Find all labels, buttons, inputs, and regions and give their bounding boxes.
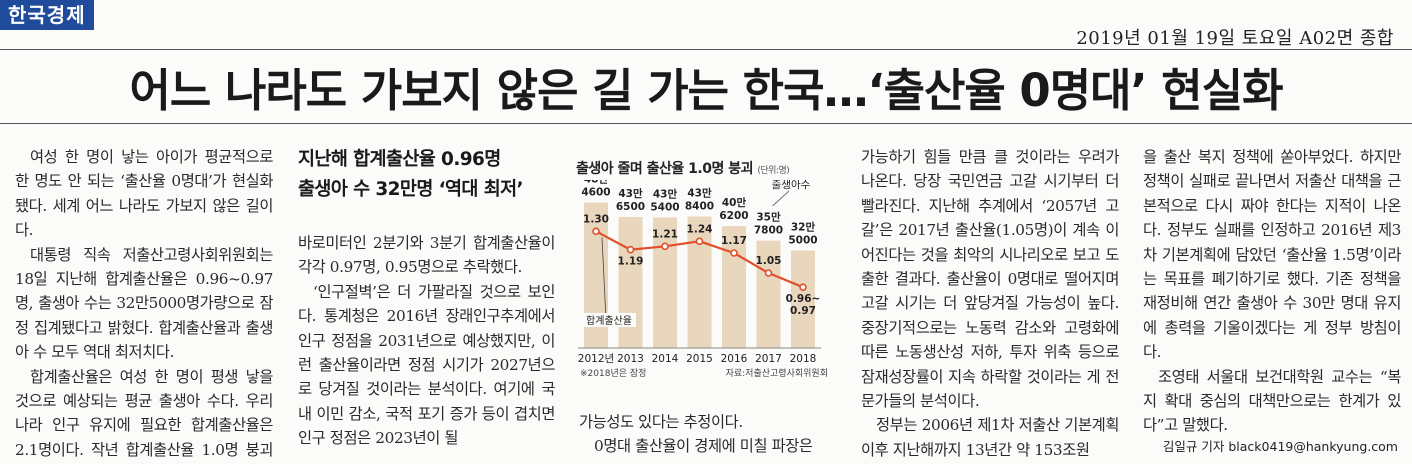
births-bar [653, 217, 677, 348]
fertility-rate-label: 1.24 [687, 223, 713, 235]
article-column-1: 여성 한 명이 낳는 아이가 평균적으로 한 명도 안 되는 ‘출산율 0명대’… [15, 145, 273, 460]
newspaper-masthead: 한국경제 [0, 0, 94, 30]
byline: 김일규 기자 black0419@hankyung.com [1162, 439, 1398, 454]
fertility-rate-point [799, 283, 807, 291]
top-rule [0, 49, 1412, 50]
x-tick-label: 2014 [652, 353, 679, 365]
legend-births: 출생아수 [772, 180, 811, 191]
chart-source: 자료:저출산고령사회위원회 [726, 367, 828, 379]
fertility-rate-label: 1.19 [618, 256, 644, 268]
subheadline: 출생아 수 32만명 ‘역대 최저’ [298, 179, 524, 200]
births-value-label: 7800 [754, 225, 783, 237]
article-column-3: 가능성도 있다는 추정이다. 0명대 출산율이 경제에 미칠 파장은 [579, 410, 837, 460]
births-value-label: 5000 [788, 235, 817, 247]
births-value-label: 43만 [687, 186, 712, 199]
article-column-2: 지난해 합계출산율 0.96명 출생아 수 32만명 ‘역대 최저’ 바로미터인… [298, 145, 555, 460]
births-bar [618, 217, 643, 348]
legend-fertility-rate: 합계출산율 [586, 315, 632, 327]
fertility-rate-label: 1.17 [721, 235, 747, 247]
births-value-label: 32만 [791, 221, 816, 234]
callout-line [772, 190, 790, 207]
paragraph: 조영태 서울대 보건대학원 교수는 “복지 확대 중심의 대책만으로는 한계가 … [1143, 367, 1401, 435]
legend-bg [584, 313, 636, 327]
births-value-label: 35만 [756, 211, 781, 224]
article-column-5: 을 출산 복지 정책에 쏟아부었다. 하지만 정책이 실패로 끝나면서 저출산 … [1143, 145, 1401, 437]
fertility-rate-point [764, 269, 773, 277]
x-tick-label: 2018 [790, 353, 817, 365]
paragraph: 가능성도 있다는 추정이다. [579, 413, 743, 431]
article-headline: 어느 나라도 가보지 않은 길 가는 한국…‘출산율 0명대’ 현실화 [129, 64, 1283, 117]
fertility-rate-label: 1.21 [652, 228, 678, 240]
chart-title: 출생아 줄며 출산율 1.0명 붕괴 (단위:명) [576, 161, 790, 177]
fertility-rate-point [592, 227, 600, 236]
fertility-rate-point [695, 237, 704, 246]
births-value-label: 43만 [653, 187, 678, 200]
births-value-label: 48만 [584, 180, 609, 186]
paragraph: ‘인구절벽’은 더 가팔라질 것으로 보인다. 통계청은 2016년 장래인구추… [298, 282, 555, 448]
fertility-rate-label: 0.96~ [786, 293, 821, 305]
subheadline: 지난해 합계출산율 0.96명 [298, 149, 501, 170]
births-value-label: 40만 [722, 196, 747, 209]
fertility-rate-label: 1.05 [756, 255, 782, 267]
paragraph: 합계출산율은 여성 한 명이 평생 낳을 것으로 예상되는 평균 출생아 수다.… [15, 367, 273, 459]
paragraph: 정부는 2006년 제1차 저출산 기본계획 이후 지난해까지 13년간 약 1… [861, 416, 1119, 459]
births-bar [791, 250, 815, 348]
x-tick-label: 2015 [686, 353, 713, 365]
chart-footnote: ※2018년은 잠정 [580, 368, 646, 379]
births-value-label: 43만 [618, 187, 643, 200]
dateline: 2019년 01월 19일 토요일 A02면 종합 [1076, 28, 1394, 49]
births-value-label: 4600 [581, 187, 610, 199]
headline-rule [0, 123, 1412, 124]
fertility-rate-point [730, 249, 738, 257]
births-bar [687, 216, 712, 348]
births-value-label: 5400 [650, 201, 679, 213]
paragraph: 0명대 출산율이 경제에 미칠 파장은 [594, 437, 813, 456]
paragraph: 대통령 직속 저출산고령사회위원회는 18일 지난해 합계출산율은 0.96~0… [15, 245, 273, 362]
paragraph: 여성 한 명이 낳는 아이가 평균적으로 한 명도 안 되는 ‘출산율 0명대’… [15, 148, 273, 240]
fertility-rate-label: 0.97 [790, 305, 816, 317]
births-bar [756, 240, 781, 348]
x-tick-label: 2012년 [578, 353, 614, 365]
births-fertility-chart: 48만46002012년43만6500201343만5400201443만840… [578, 180, 828, 379]
x-tick-label: 2013 [617, 353, 644, 365]
x-tick-label: 2017 [755, 353, 782, 365]
x-tick-label: 2016 [721, 353, 748, 365]
births-value-label: 8400 [685, 200, 714, 212]
births-bar [722, 226, 746, 348]
paragraph: 바로미터인 2분기와 3분기 합계출산율이 각각 0.97명, 0.95명으로 … [298, 234, 555, 277]
fertility-rate-point [661, 242, 669, 251]
callout-line [601, 237, 607, 321]
births-value-label: 6500 [616, 201, 645, 213]
paragraph: 가능하기 힘들 만큼 클 것이라는 우려가 나온다. 당장 국민연금 고갈 시기… [861, 148, 1119, 411]
article-column-4: 가능하기 힘들 만큼 클 것이라는 우려가 나온다. 당장 국민연금 고갈 시기… [861, 145, 1119, 460]
births-value-label: 6200 [719, 210, 748, 222]
paragraph: 을 출산 복지 정책에 쏟아부었다. 하지만 정책이 실패로 끝나면서 저출산 … [1143, 148, 1401, 362]
fertility-rate-label: 1.30 [583, 213, 609, 225]
fertility-rate-point [626, 245, 635, 254]
